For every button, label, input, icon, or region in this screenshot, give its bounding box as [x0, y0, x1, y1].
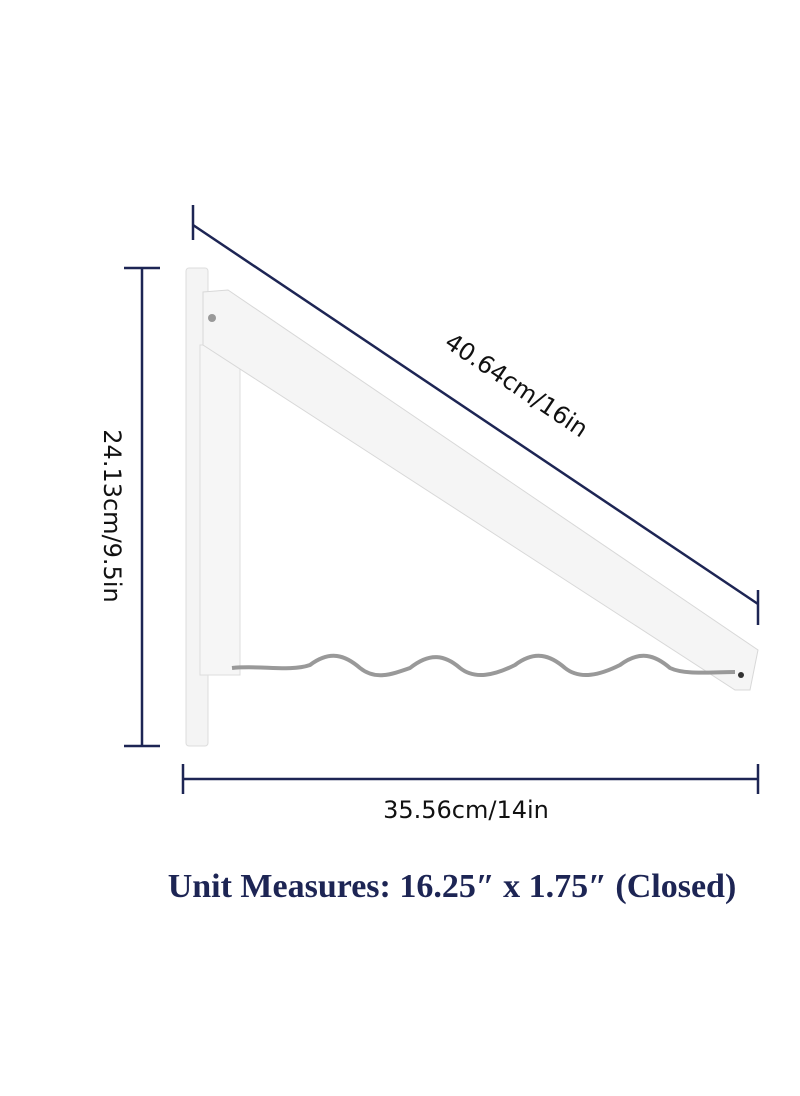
width-label: 35.56cm/14in [383, 796, 549, 824]
height-label: 24.13cm/9.5in [98, 429, 126, 602]
caption: Unit Measures: 16.25″ x 1.75″ (Closed) [168, 868, 737, 905]
rivet [208, 314, 216, 322]
rivet [738, 672, 744, 678]
arm [202, 289, 759, 691]
bracket-body [199, 344, 241, 676]
dimension-line [192, 223, 759, 606]
diagonal-label: 40.64cm/16in [440, 328, 593, 443]
hanger-rod [231, 653, 736, 678]
